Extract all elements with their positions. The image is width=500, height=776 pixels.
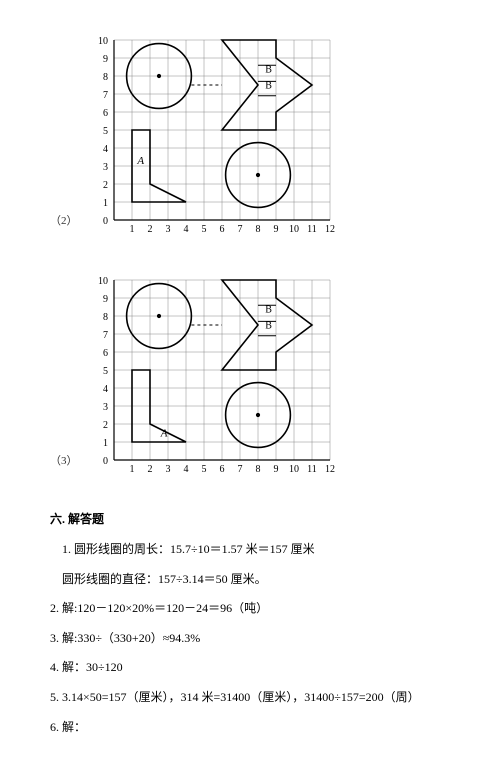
svg-text:2: 2 xyxy=(147,224,152,235)
svg-text:2: 2 xyxy=(147,464,152,475)
section-header: 六. 解答题 xyxy=(50,510,450,527)
svg-text:5: 5 xyxy=(103,126,108,137)
answer-1-line1: 1. 圆形线圈的周长：15.7÷10＝1.57 米＝157 厘米 xyxy=(50,539,450,561)
svg-text:9: 9 xyxy=(273,464,278,475)
svg-text:A: A xyxy=(136,155,144,167)
answer-4: 4. 解：30÷120 xyxy=(50,657,450,679)
svg-text:5: 5 xyxy=(201,224,206,235)
svg-text:5: 5 xyxy=(201,464,206,475)
svg-text:B: B xyxy=(265,81,272,92)
svg-text:10: 10 xyxy=(289,224,299,235)
svg-text:B: B xyxy=(265,64,272,75)
svg-text:8: 8 xyxy=(255,464,260,475)
svg-text:7: 7 xyxy=(237,464,242,475)
figure-block-2: （2） 123456789101112012345678910ABB xyxy=(50,30,450,240)
svg-text:6: 6 xyxy=(103,348,108,359)
figure-block-3: （3） 123456789101112012345678910ABB xyxy=(50,270,450,480)
svg-text:7: 7 xyxy=(103,90,108,101)
svg-text:11: 11 xyxy=(307,224,317,235)
grid-figure-2: 123456789101112012345678910ABB xyxy=(86,30,346,240)
svg-text:3: 3 xyxy=(103,402,108,413)
svg-text:3: 3 xyxy=(103,162,108,173)
svg-text:11: 11 xyxy=(307,464,317,475)
figure-label-2: （2） xyxy=(50,212,78,228)
svg-text:4: 4 xyxy=(103,144,108,155)
grid-figure-3: 123456789101112012345678910ABB xyxy=(86,270,346,480)
svg-text:3: 3 xyxy=(165,464,170,475)
svg-text:1: 1 xyxy=(103,438,108,449)
answer-1-line2: 圆形线圈的直径：157÷3.14＝50 厘米。 xyxy=(50,569,450,591)
svg-text:10: 10 xyxy=(98,36,108,47)
svg-text:12: 12 xyxy=(325,224,335,235)
svg-text:0: 0 xyxy=(103,456,108,467)
svg-text:1: 1 xyxy=(129,464,134,475)
answer-6: 6. 解： xyxy=(50,717,450,739)
svg-text:A: A xyxy=(159,428,167,440)
svg-text:8: 8 xyxy=(103,72,108,83)
svg-text:7: 7 xyxy=(103,330,108,341)
svg-text:0: 0 xyxy=(103,216,108,227)
svg-text:B: B xyxy=(265,304,272,315)
svg-text:12: 12 xyxy=(325,464,335,475)
svg-text:6: 6 xyxy=(219,224,224,235)
answer-2: 2. 解:120－120×20%＝120－24＝96（吨） xyxy=(50,598,450,620)
svg-text:2: 2 xyxy=(103,420,108,431)
svg-text:4: 4 xyxy=(183,464,188,475)
svg-text:9: 9 xyxy=(273,224,278,235)
svg-text:1: 1 xyxy=(103,198,108,209)
svg-text:5: 5 xyxy=(103,366,108,377)
answer-3: 3. 解:330÷（330+20）≈94.3% xyxy=(50,628,450,650)
svg-text:4: 4 xyxy=(183,224,188,235)
svg-text:8: 8 xyxy=(255,224,260,235)
svg-text:6: 6 xyxy=(103,108,108,119)
svg-text:3: 3 xyxy=(165,224,170,235)
svg-text:10: 10 xyxy=(289,464,299,475)
answer-5: 5. 3.14×50=157（厘米），314 米=31400（厘米），31400… xyxy=(50,687,450,709)
figure-label-3: （3） xyxy=(50,452,78,468)
svg-text:7: 7 xyxy=(237,224,242,235)
svg-text:6: 6 xyxy=(219,464,224,475)
svg-text:10: 10 xyxy=(98,276,108,287)
svg-text:8: 8 xyxy=(103,312,108,323)
svg-text:2: 2 xyxy=(103,180,108,191)
svg-text:9: 9 xyxy=(103,294,108,305)
svg-text:B: B xyxy=(265,321,272,332)
svg-text:9: 9 xyxy=(103,54,108,65)
svg-text:4: 4 xyxy=(103,384,108,395)
svg-text:1: 1 xyxy=(129,224,134,235)
